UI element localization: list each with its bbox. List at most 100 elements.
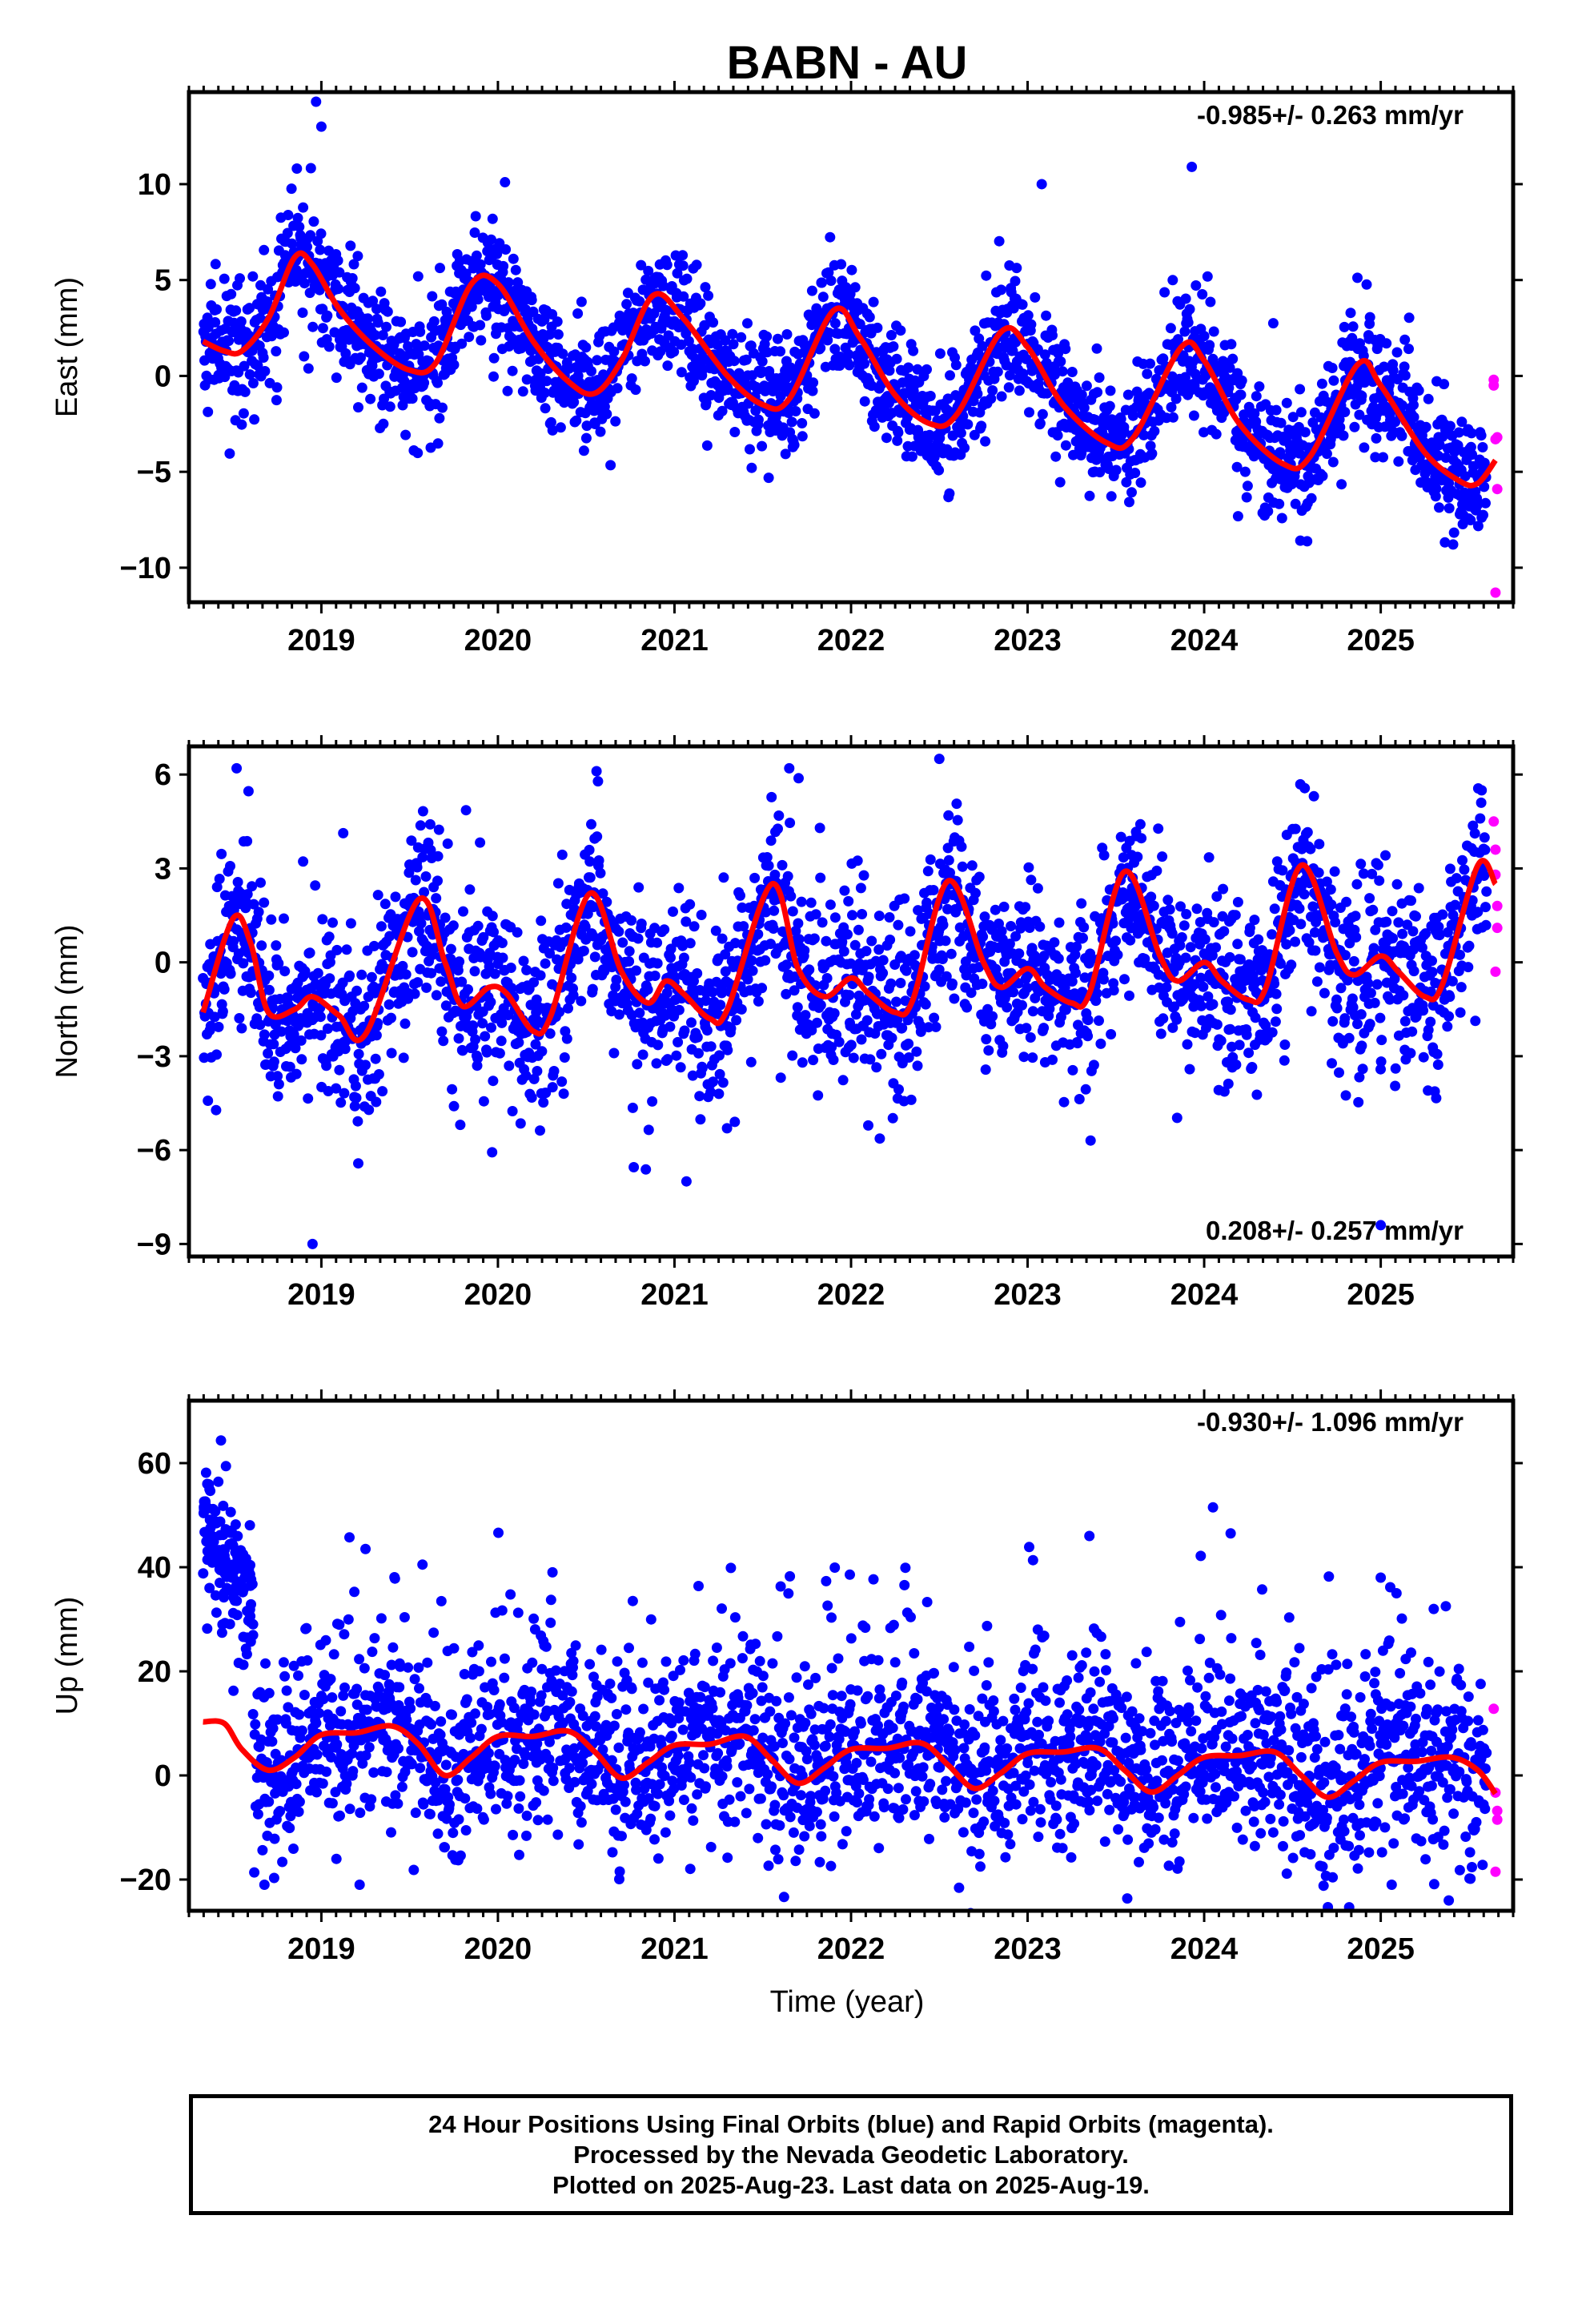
final-point <box>489 968 500 979</box>
final-point <box>718 872 729 883</box>
final-point <box>580 342 592 353</box>
final-point <box>440 912 451 923</box>
final-point <box>1430 491 1441 502</box>
final-point <box>761 852 773 862</box>
final-point <box>520 1070 532 1081</box>
final-point <box>1368 943 1379 954</box>
final-point <box>331 372 342 384</box>
final-point <box>1004 370 1015 381</box>
final-point <box>1413 385 1424 396</box>
final-point <box>1302 536 1313 547</box>
final-point <box>1443 503 1455 514</box>
final-point <box>1352 272 1363 283</box>
final-point <box>885 330 897 340</box>
final-point <box>753 995 764 1007</box>
final-point <box>777 859 788 870</box>
final-point <box>400 429 412 440</box>
final-point <box>885 935 896 945</box>
rapid-point <box>1492 432 1503 443</box>
final-point <box>353 1158 363 1169</box>
final-point <box>1162 895 1174 906</box>
final-point <box>821 973 833 983</box>
final-point <box>1270 1016 1281 1027</box>
final-point <box>943 854 954 866</box>
final-point <box>1431 483 1442 494</box>
final-point <box>244 369 255 380</box>
final-point <box>557 348 568 360</box>
final-point <box>545 416 556 428</box>
final-point <box>855 883 866 894</box>
final-point <box>1403 344 1414 355</box>
final-point <box>1191 280 1202 291</box>
final-point <box>445 943 456 955</box>
final-point <box>1339 1013 1351 1024</box>
final-point <box>691 259 702 271</box>
final-point <box>1314 962 1325 973</box>
final-point <box>271 395 282 406</box>
final-point <box>419 887 430 898</box>
final-point <box>998 1040 1009 1051</box>
final-point <box>1472 521 1484 532</box>
final-point <box>255 877 266 888</box>
final-point <box>1251 1089 1263 1100</box>
final-point <box>552 878 564 889</box>
final-point <box>865 1054 876 1065</box>
final-point <box>1467 449 1478 460</box>
final-point <box>1067 1064 1078 1076</box>
final-point <box>829 344 841 355</box>
final-point <box>441 306 452 317</box>
final-point <box>773 333 783 344</box>
final-point <box>435 263 445 274</box>
final-point <box>503 277 514 288</box>
final-point <box>661 987 673 999</box>
final-point <box>797 418 808 428</box>
final-point <box>1381 977 1392 988</box>
final-point <box>279 327 289 338</box>
final-point <box>595 426 606 437</box>
final-point <box>1207 999 1219 1010</box>
final-point <box>1279 1055 1290 1066</box>
final-point <box>284 1061 295 1072</box>
final-point <box>692 1031 703 1043</box>
final-point <box>1231 461 1243 472</box>
final-point <box>544 329 556 340</box>
final-point <box>905 926 916 937</box>
final-point <box>554 1007 565 1018</box>
final-point <box>1355 1009 1367 1020</box>
final-point <box>1308 790 1319 802</box>
final-point <box>591 766 602 777</box>
final-point <box>829 1007 840 1019</box>
final-point <box>1225 1004 1236 1015</box>
final-point <box>431 990 442 1001</box>
final-point <box>359 1000 370 1011</box>
final-point <box>312 967 323 979</box>
final-point <box>888 341 899 352</box>
final-point <box>205 279 216 290</box>
final-point <box>874 1133 885 1144</box>
final-point <box>885 978 897 989</box>
final-point <box>634 1007 645 1019</box>
final-point <box>507 1106 518 1116</box>
final-point <box>378 418 389 429</box>
final-point <box>1347 321 1359 332</box>
final-point <box>821 935 832 947</box>
final-point <box>363 313 373 324</box>
final-point <box>1408 966 1419 977</box>
final-point <box>576 296 587 308</box>
final-point <box>1399 334 1411 345</box>
final-point <box>761 331 773 342</box>
final-point <box>397 960 408 971</box>
final-point <box>761 347 773 358</box>
rapid-point <box>1490 587 1501 598</box>
final-point <box>721 1123 733 1134</box>
final-point <box>371 304 382 315</box>
final-point <box>255 312 266 324</box>
final-point <box>675 1062 686 1073</box>
final-point <box>1025 1032 1036 1043</box>
final-point <box>636 259 647 271</box>
final-point <box>805 897 817 908</box>
final-point <box>652 937 663 948</box>
final-point <box>432 850 444 862</box>
final-point <box>700 282 711 293</box>
final-point <box>856 1034 867 1045</box>
